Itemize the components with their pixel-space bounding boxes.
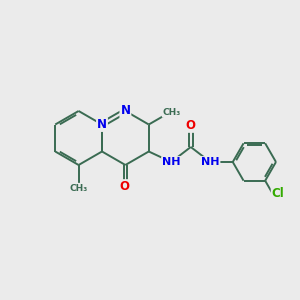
Text: O: O	[119, 180, 129, 193]
Text: CH₃: CH₃	[70, 184, 88, 193]
Text: Cl: Cl	[272, 187, 284, 200]
Text: NH: NH	[201, 157, 220, 167]
Text: N: N	[120, 104, 130, 118]
Text: CH₃: CH₃	[163, 108, 181, 117]
Text: N: N	[97, 118, 107, 131]
Text: NH: NH	[162, 157, 181, 167]
Text: O: O	[186, 119, 196, 132]
